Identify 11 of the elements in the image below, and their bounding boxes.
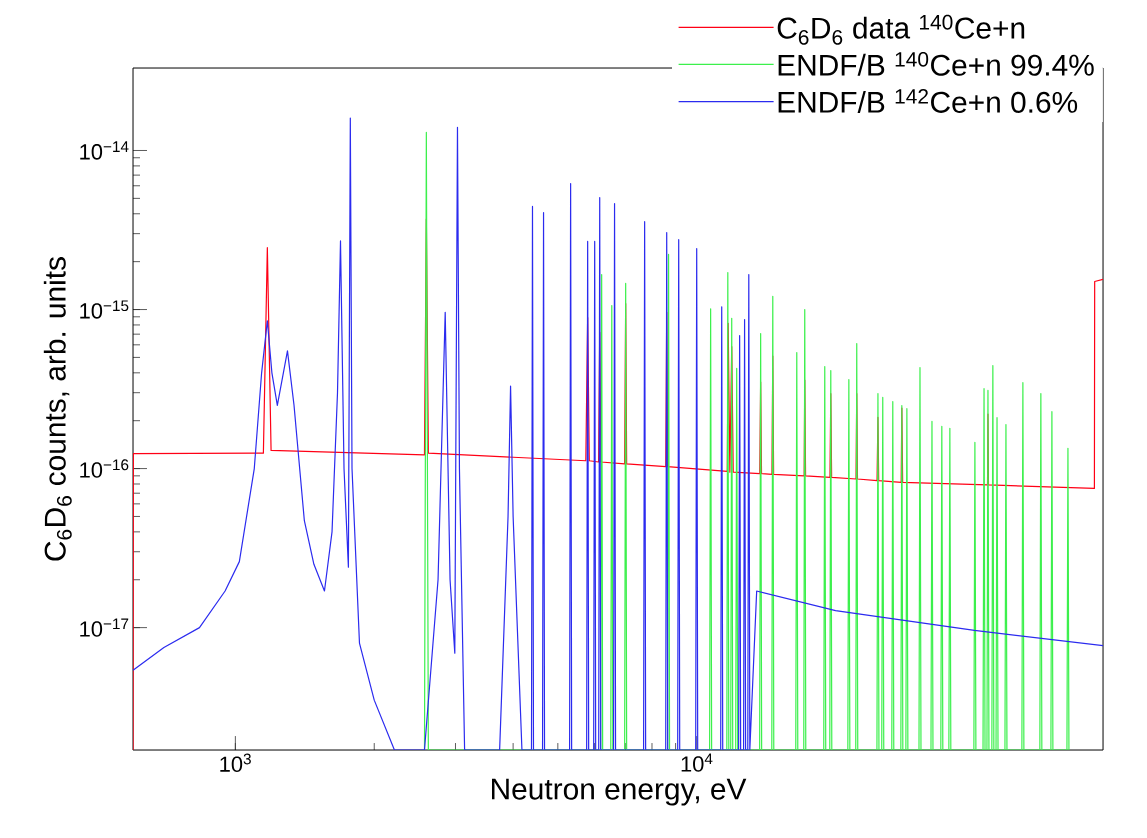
- x-axis-title: Neutron energy, eV: [492, 778, 747, 806]
- y-tick-label: 10$^{−15}$: [80, 300, 129, 319]
- x-tick-label: 10$^{4}$: [681, 753, 713, 772]
- legend-label: ENDF/B $^{140}$Ce+n 99.4%: [778, 51, 1094, 76]
- x-tick-label: 10$^{3}$: [220, 753, 251, 772]
- legend-label: C$_{6}$D$_{6}$ data $^{140}$Ce+n: [777, 14, 1025, 45]
- y-tick-label: 10$^{−16}$: [80, 459, 129, 478]
- legend-label: ENDF/B $^{142}$Ce+n 0.6%: [778, 89, 1078, 113]
- y-tick-label: 10$^{−14}$: [80, 141, 129, 160]
- y-tick-label: 10$^{−17}$: [80, 618, 129, 637]
- y-axis-title: C$_{6}$D$_{6}$ counts, arb. units: [43, 257, 72, 561]
